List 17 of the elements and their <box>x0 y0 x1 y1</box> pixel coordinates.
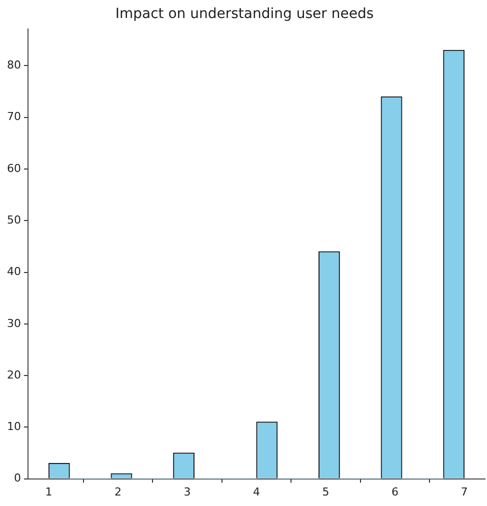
y-tick-label: 0 <box>14 472 21 485</box>
y-tick-label: 70 <box>6 110 21 124</box>
chart-title: Impact on understanding user needs <box>115 6 374 22</box>
x-tick-label: 7 <box>460 485 468 498</box>
y-tick-label: 40 <box>6 265 21 278</box>
x-tick-label: 5 <box>322 485 330 498</box>
x-tick-label: 1 <box>45 485 52 498</box>
x-tick-label: 6 <box>391 485 398 498</box>
y-tick-label: 10 <box>6 420 21 434</box>
y-tick-label: 20 <box>6 368 21 382</box>
y-tick-label: 50 <box>6 213 21 226</box>
y-tick-label: 80 <box>6 58 21 72</box>
y-tick-label: 60 <box>6 162 21 175</box>
x-tick-label: 3 <box>184 485 191 498</box>
x-tick-label: 4 <box>253 485 260 498</box>
y-tick-label: 30 <box>6 316 21 330</box>
x-tick-label: 2 <box>114 485 122 498</box>
